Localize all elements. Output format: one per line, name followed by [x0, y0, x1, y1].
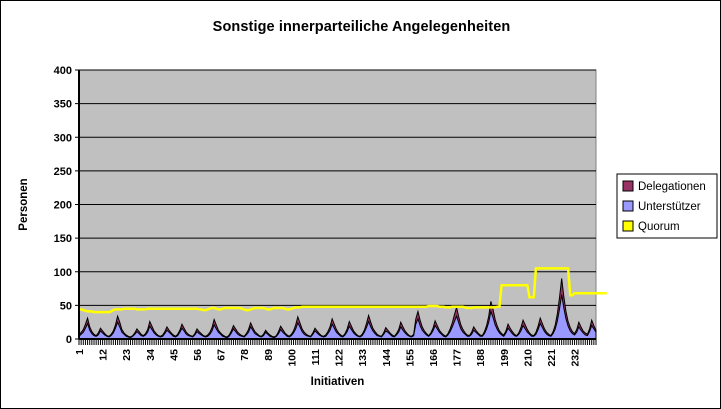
- y-tick-label: 100: [54, 267, 72, 279]
- x-tick-label: 100: [286, 349, 298, 367]
- x-axis-ticks: [78, 339, 597, 345]
- x-tick-label: 56: [192, 349, 204, 361]
- x-tick-label: 12: [98, 349, 110, 361]
- x-tick-label: 210: [522, 349, 534, 367]
- x-tick-label: 199: [499, 349, 511, 367]
- y-tick-label: 0: [66, 334, 72, 346]
- y-tick-label: 300: [54, 132, 72, 144]
- series-group: [78, 267, 607, 340]
- y-tick-label: 200: [54, 200, 72, 212]
- x-tick-label: 221: [546, 349, 558, 367]
- x-axis-tick-labels: 1 12 23 34 45 56 67 78 89 100 111 122 133 144 155 166 17…: [74, 349, 582, 367]
- series-line-quorum: [79, 267, 607, 314]
- legend: Delegationen Unterstützer Quorum: [616, 173, 718, 239]
- x-axis-title: Initiativen: [311, 376, 365, 388]
- x-tick-label: 23: [121, 349, 133, 361]
- x-tick-label: 45: [168, 349, 180, 361]
- x-tick-label: 67: [216, 349, 228, 361]
- x-tick-label: 1: [74, 349, 86, 355]
- x-tick-label: 232: [570, 349, 582, 367]
- x-tick-label: 155: [404, 349, 416, 367]
- x-tick-label: 89: [263, 349, 275, 361]
- y-axis-ticks: 0 50 100 150 200 250 300 350 400: [54, 65, 79, 346]
- x-tick-label: 78: [239, 349, 251, 361]
- legend-label-0: Delegationen: [638, 181, 706, 193]
- x-tick-label: 111: [310, 349, 322, 366]
- legend-swatch-0: [622, 180, 634, 192]
- x-tick-label: 144: [381, 349, 393, 367]
- legend-label-2: Quorum: [638, 221, 680, 233]
- legend-box: [616, 173, 718, 239]
- x-tick-label: 34: [145, 349, 157, 361]
- gridlines: [79, 69, 596, 306]
- y-tick-label: 400: [54, 65, 72, 77]
- legend-label-1: Unterstützer: [638, 201, 701, 213]
- y-axis-title: Personen: [18, 178, 30, 230]
- legend-swatch-1: [622, 200, 634, 212]
- x-tick-label: 166: [428, 349, 440, 367]
- y-tick-label: 250: [54, 166, 72, 178]
- y-tick-label: 350: [54, 99, 72, 111]
- legend-swatch-2: [622, 220, 634, 232]
- y-tick-label: 50: [60, 300, 72, 312]
- x-tick-label: 188: [475, 349, 487, 367]
- series-area-unterstuetzer: [78, 294, 597, 340]
- x-tick-label: 122: [334, 349, 346, 367]
- y-tick-label: 150: [54, 233, 72, 245]
- x-tick-label: 177: [452, 349, 464, 367]
- x-tick-label: 133: [357, 349, 369, 367]
- chart-title: Sonstige innerparteiliche Angelegenheite…: [212, 19, 511, 35]
